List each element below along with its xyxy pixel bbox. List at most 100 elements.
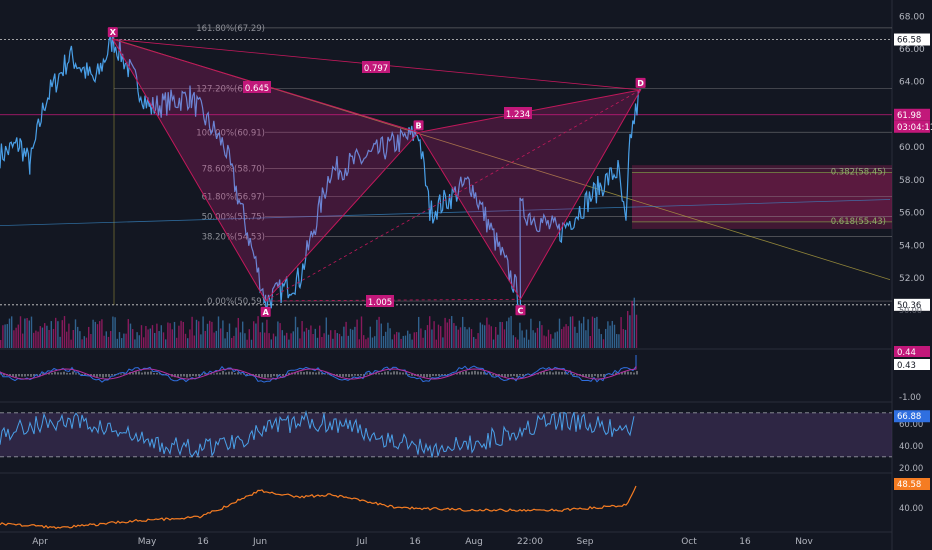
macd-hist-bar <box>312 372 314 375</box>
volume-bar <box>281 330 283 348</box>
volume-bar <box>48 330 50 348</box>
volume-bar <box>374 336 376 348</box>
macd-hist-bar <box>441 374 443 376</box>
volume-bar <box>409 333 411 348</box>
volume-bar <box>123 333 125 348</box>
rsi-tick-label: 60.00 <box>899 420 923 430</box>
volume-bar <box>132 329 134 348</box>
macd-hist-bar <box>252 374 254 375</box>
macd-hist-bar <box>294 372 296 375</box>
volume-bar <box>558 318 561 348</box>
macd-hist-bar <box>216 372 218 375</box>
fib-label: 50.00%(55.75) <box>202 213 265 223</box>
volume-bar <box>136 332 138 348</box>
macd-hist-bar <box>180 374 182 377</box>
volume-bar <box>145 325 147 348</box>
macd-hist-bar <box>345 374 347 377</box>
macd-hist-bar <box>159 373 161 375</box>
volume-bar <box>620 317 622 348</box>
volume-bar <box>336 333 338 348</box>
time-tick-label: 16 <box>739 537 751 547</box>
volume-bar <box>259 332 261 348</box>
volume-bar <box>622 329 624 348</box>
volume-bar <box>46 325 48 348</box>
macd-hist-bar <box>438 374 440 376</box>
volume-bar <box>283 335 286 348</box>
volume-bar <box>420 328 422 348</box>
volume-bar <box>246 339 248 348</box>
macd-hist-bar <box>36 374 38 375</box>
macd-hist-bar <box>600 374 602 377</box>
macd-hist-bar <box>51 372 53 375</box>
volume-bar <box>446 322 448 348</box>
macd-hist-bar <box>615 372 617 375</box>
macd-hist-bar <box>63 371 65 375</box>
volume-bar <box>457 329 459 348</box>
volume-bar <box>0 339 2 348</box>
time-tick-label: 16 <box>197 537 209 547</box>
macd-hist-bar <box>510 374 512 377</box>
macd-hist-bar <box>267 374 269 378</box>
volume-bar <box>209 320 211 348</box>
volume-bar <box>63 316 66 348</box>
macd-hist-bar <box>387 371 389 375</box>
macd-hist-bar <box>135 371 137 375</box>
volume-bar <box>411 339 413 348</box>
macd-hist-bar <box>465 370 467 375</box>
volume-bar <box>297 327 299 348</box>
volume-bar <box>510 316 512 348</box>
volume-bar <box>88 326 90 348</box>
macd-hist-bar <box>75 373 77 375</box>
volume-bar <box>347 335 349 348</box>
volume-bar <box>356 319 358 348</box>
volume-bar <box>37 331 39 348</box>
volume-bar <box>55 317 57 348</box>
fib-label: 127.20%(63.58) <box>196 85 265 95</box>
macd-hist-bar <box>636 370 638 375</box>
price-tick-label: 54.00 <box>899 241 925 251</box>
volume-bar <box>517 339 519 348</box>
macd-hist-bar <box>393 371 395 375</box>
volume-bar <box>468 327 470 348</box>
macd-hist-bar <box>24 374 26 377</box>
oscillator-tick-label: 40.00 <box>899 504 923 514</box>
volume-bar <box>264 332 266 348</box>
volume-bar <box>50 321 52 348</box>
macd-hist-bar <box>357 374 359 377</box>
macd-hist-bar <box>450 373 452 375</box>
macd-hist-bar <box>381 372 383 375</box>
volume-bar <box>114 317 116 348</box>
volume-bar <box>30 316 33 348</box>
volume-bar <box>528 339 530 348</box>
volume-bar <box>561 329 563 348</box>
volume-bar <box>435 339 437 348</box>
macd-hist-bar <box>147 371 149 375</box>
macd-hist-bar <box>339 374 341 377</box>
volume-bar <box>552 338 554 348</box>
volume-bar <box>407 330 409 348</box>
volume-bar <box>125 333 127 348</box>
macd-hist-bar <box>297 372 299 375</box>
macd-hist-bar <box>444 374 446 376</box>
volume-bar <box>74 319 77 348</box>
macd-hist-bar <box>618 373 620 375</box>
macd-hist-bar <box>567 373 569 375</box>
point-label-bg <box>515 305 526 316</box>
volume-bar <box>486 317 488 348</box>
macd-tag: 0.43 <box>897 361 916 371</box>
volume-bar <box>15 327 17 348</box>
volume-bar <box>110 330 112 348</box>
price-tick-label: 66.00 <box>899 45 925 55</box>
prz-label: 0.382(58.45) <box>831 167 886 177</box>
volume-bar <box>332 338 334 348</box>
fib-label: 0.00%(50.59) <box>207 297 265 307</box>
volume-bar <box>195 319 198 348</box>
volume-bar <box>19 316 22 348</box>
volume-bar <box>268 333 270 348</box>
volume-bar <box>147 329 149 348</box>
volume-bar <box>156 323 158 348</box>
time-tick-label: 22:00 <box>517 537 543 547</box>
macd-hist-bar <box>462 371 464 375</box>
